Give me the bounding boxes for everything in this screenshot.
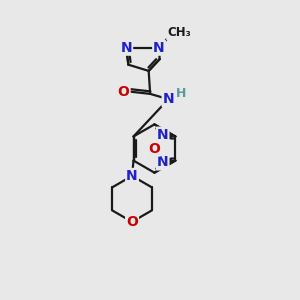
Text: CH₃: CH₃: [167, 26, 191, 40]
Text: N: N: [153, 41, 165, 55]
Text: O: O: [126, 215, 138, 229]
Text: N: N: [157, 155, 168, 170]
Text: H: H: [176, 87, 186, 100]
Text: O: O: [118, 85, 130, 98]
Text: N: N: [163, 92, 174, 106]
Text: N: N: [120, 41, 132, 55]
Text: N: N: [157, 128, 168, 142]
Text: O: O: [148, 142, 160, 155]
Text: N: N: [126, 169, 138, 183]
